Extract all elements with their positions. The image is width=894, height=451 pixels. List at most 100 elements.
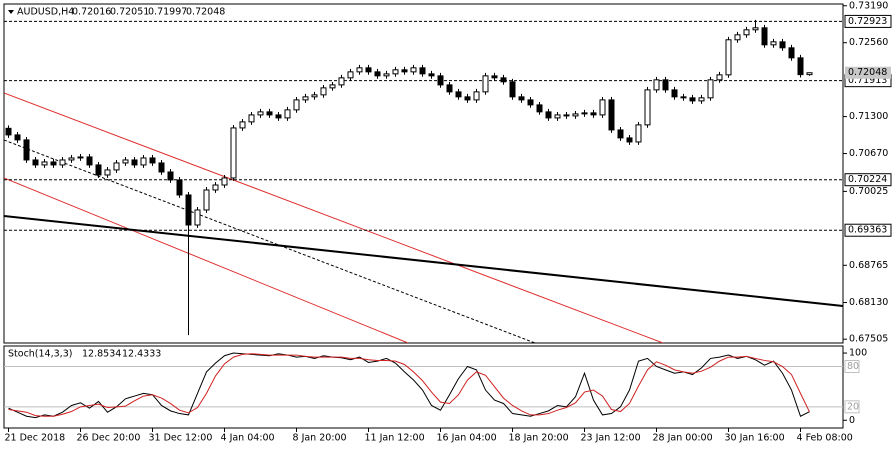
candle-body <box>572 113 579 117</box>
candle-body <box>761 27 768 46</box>
level-label-box <box>844 173 892 187</box>
candle-body <box>104 169 111 176</box>
candle-body <box>221 177 228 186</box>
candle-body <box>725 39 732 76</box>
candle-body <box>608 99 615 131</box>
trendline <box>4 215 843 307</box>
candle-body <box>464 96 471 101</box>
y-tick-label: 0.72560 <box>849 37 888 48</box>
candle-body <box>392 69 399 75</box>
price-label-box <box>845 66 891 79</box>
candle-body <box>689 97 696 102</box>
x-tick-label: 4 Feb 08:00 <box>797 433 853 444</box>
candle-body <box>113 162 120 171</box>
ohlc-open: 0.72016 <box>72 7 111 18</box>
candle-body <box>203 189 210 211</box>
candle-body <box>365 67 372 73</box>
candle-body <box>500 77 507 83</box>
title-arrow <box>8 10 14 14</box>
y-tick-label: 0.67505 <box>849 334 888 345</box>
level-label-box <box>844 400 860 414</box>
stoch-main: 12.8534 <box>82 349 121 360</box>
level-label: 0.70224 <box>848 174 887 185</box>
candle-body <box>5 127 12 136</box>
candle-body <box>185 194 192 226</box>
candle-body <box>590 112 597 116</box>
level-label: 0.69363 <box>848 225 887 236</box>
candle-body <box>536 104 543 113</box>
candle-body <box>131 159 138 166</box>
candle-body <box>419 67 426 75</box>
level-label-box <box>844 14 892 28</box>
y-tick-label: 0.70670 <box>849 148 888 159</box>
channel-lower <box>4 177 409 343</box>
candle-body <box>239 121 246 129</box>
candle-body <box>158 162 165 173</box>
level-label: 20 <box>847 401 859 412</box>
main-panel <box>3 3 844 344</box>
candle-body <box>212 184 219 191</box>
candle-body <box>32 159 39 166</box>
candle-body <box>455 91 462 98</box>
candle-body <box>716 74 723 81</box>
candle-body <box>383 73 390 77</box>
candle-body <box>653 79 660 91</box>
candle-body <box>320 87 327 96</box>
y-tick-label: 100 <box>849 348 867 359</box>
level-label-box <box>844 359 860 373</box>
candle-body <box>437 75 444 86</box>
y-tick-label: 0.70025 <box>849 186 888 197</box>
candle-body <box>671 89 678 98</box>
candle-body <box>563 114 570 117</box>
candle-body <box>230 127 237 179</box>
level-label-box <box>844 223 892 237</box>
level-label: 0.71913 <box>848 75 887 86</box>
stoch-line <box>8 353 810 417</box>
y-tick-label: 0.71300 <box>849 111 888 122</box>
candle-body <box>680 96 687 99</box>
x-tick-label: 21 Dec 2018 <box>5 433 66 444</box>
candle-body <box>428 73 435 77</box>
y-tick-label: 0 <box>849 415 855 426</box>
candle-body <box>617 129 624 139</box>
candle-body <box>248 114 255 123</box>
candle-body <box>311 94 318 98</box>
x-tick-label: 4 Jan 04:00 <box>221 433 275 444</box>
candle-body <box>662 79 669 91</box>
candle-body <box>770 41 777 46</box>
candle-body <box>599 99 606 116</box>
level-label: 80 <box>847 361 859 372</box>
candle-body <box>77 156 84 159</box>
channel-mid <box>4 139 536 343</box>
channel-upper <box>4 92 664 343</box>
candle-body <box>482 75 489 93</box>
candle-body <box>491 75 498 79</box>
candle-body <box>41 161 48 166</box>
ohlc-high: 0.72051 <box>110 7 149 18</box>
trendlines <box>4 92 843 343</box>
candle-body <box>788 47 795 59</box>
candle-body <box>518 96 525 101</box>
candle-body <box>410 67 417 73</box>
stoch-signal: 12.4333 <box>122 349 161 360</box>
candle-body <box>527 99 534 106</box>
candle-body <box>806 72 813 76</box>
candle-body <box>707 79 714 99</box>
candle-body <box>509 81 516 98</box>
candle-body <box>329 84 336 89</box>
candle-body <box>743 29 750 36</box>
candle-body <box>581 112 588 115</box>
candle-body <box>302 96 309 101</box>
x-tick-label: 28 Jan 00:00 <box>653 433 713 444</box>
candle-body <box>338 77 345 86</box>
x-tick-label: 31 Dec 12:00 <box>149 433 213 444</box>
candle-body <box>293 99 300 111</box>
candle-body <box>176 179 183 196</box>
candle-body <box>59 159 66 166</box>
candle-body <box>50 161 57 166</box>
candle-body <box>644 89 651 126</box>
stoch-panel <box>3 345 844 429</box>
candle-body <box>374 71 381 77</box>
ohlc-close: 0.72048 <box>186 7 225 18</box>
y-tick-label: 0.73190 <box>849 0 888 11</box>
